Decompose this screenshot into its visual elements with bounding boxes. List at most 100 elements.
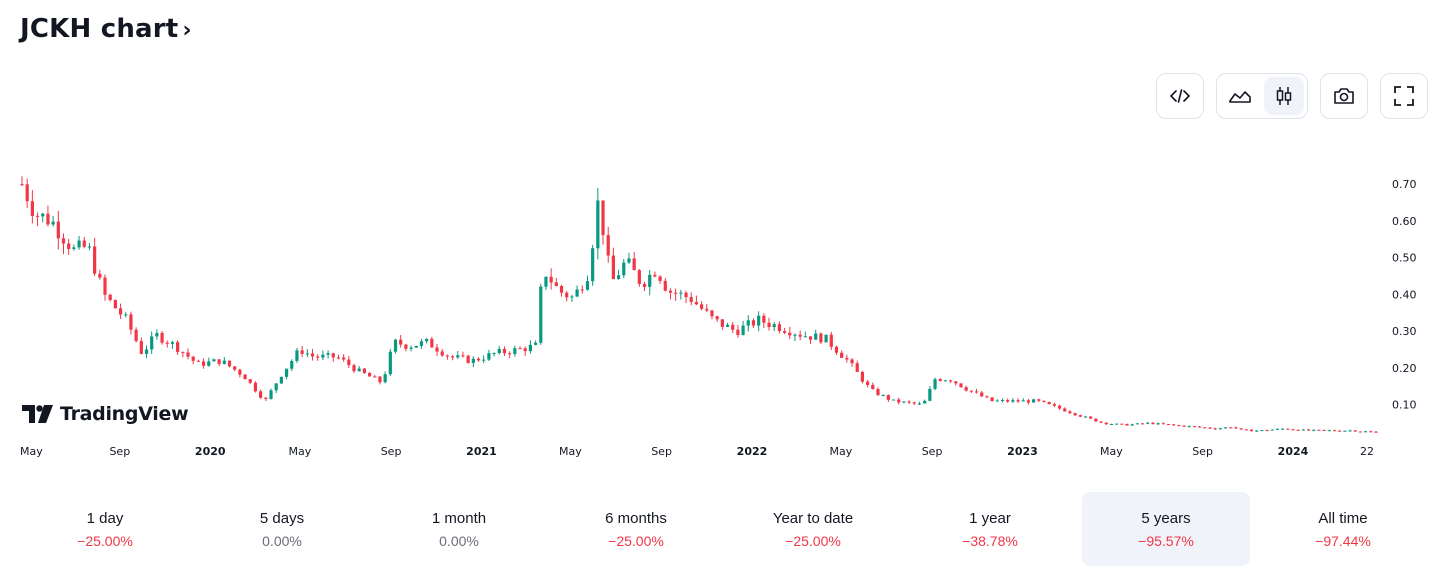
candle (1327, 429, 1331, 432)
candle (82, 237, 86, 249)
candle (1369, 430, 1373, 433)
period-5-days[interactable]: 5 days 0.00% (197, 492, 367, 566)
candle (300, 345, 304, 358)
candle (523, 346, 527, 356)
candle (170, 340, 175, 349)
candlestick-icon (1276, 87, 1292, 105)
candle (1182, 425, 1186, 428)
fullscreen-icon (1381, 74, 1427, 118)
period-all-time[interactable]: All time −97.44% (1257, 492, 1429, 566)
candle (1120, 423, 1124, 425)
candle (689, 292, 693, 306)
candle (518, 346, 522, 350)
candle (1275, 428, 1280, 430)
price-axis: 0.70 0.60 0.50 0.40 0.30 0.20 0.10 (1392, 178, 1417, 412)
candle (321, 350, 325, 361)
candle (409, 345, 413, 352)
candle (1312, 429, 1316, 432)
candle (663, 278, 667, 292)
candle (61, 233, 66, 255)
candle (575, 285, 579, 298)
candle (674, 288, 678, 301)
candle (331, 352, 335, 362)
candle (440, 348, 444, 357)
candle (1223, 427, 1228, 429)
candle (923, 399, 927, 404)
tradingview-logo[interactable]: TradingView (22, 403, 189, 425)
candle (1130, 423, 1134, 426)
candle (191, 356, 195, 365)
candle (113, 299, 117, 309)
candle (414, 345, 418, 348)
candle (1011, 398, 1015, 404)
candle (1187, 425, 1191, 428)
candle (1021, 398, 1025, 402)
period-change: 0.00% (262, 533, 302, 549)
candle (212, 358, 216, 362)
y-tick-label: 0.40 (1392, 288, 1417, 301)
candle (357, 366, 361, 372)
price-chart[interactable]: 0.700.600.500.400.300.200.10 May Sep 2020 M… (0, 130, 1442, 470)
candle (876, 387, 880, 396)
candle (1192, 426, 1197, 428)
candle (788, 326, 792, 340)
candle (1332, 429, 1337, 432)
candle (668, 288, 673, 300)
embed-button[interactable] (1156, 73, 1204, 119)
period-label: 6 months (605, 510, 667, 527)
candle (642, 281, 647, 292)
period-1-day[interactable]: 1 day −25.00% (20, 492, 190, 566)
candle (1296, 429, 1300, 431)
candle (616, 269, 621, 280)
candle (933, 377, 937, 391)
candle (585, 275, 590, 291)
candle (144, 345, 149, 359)
candle (1140, 422, 1145, 425)
candle (196, 359, 200, 362)
period-change: −25.00% (77, 533, 133, 549)
candle (834, 345, 839, 356)
chart-title-link[interactable]: JCKH chart › (20, 14, 192, 44)
candle (710, 309, 714, 320)
candle (217, 359, 221, 367)
candle (1317, 429, 1321, 431)
candle (269, 388, 273, 400)
candle (253, 381, 258, 393)
period-label: 5 days (259, 510, 305, 527)
candle (1089, 416, 1093, 419)
candle (326, 350, 330, 359)
x-tick-label: 2024 (1278, 445, 1309, 458)
period-5-years[interactable]: 5 years −95.57% (1082, 492, 1250, 566)
candle (201, 358, 206, 369)
period-label: 1 month (431, 510, 487, 527)
period-1-month[interactable]: 1 month 0.00% (374, 492, 544, 566)
candle (829, 331, 833, 351)
candle (316, 354, 320, 361)
fullscreen-button[interactable] (1380, 73, 1428, 119)
period-6-months[interactable]: 6 months −25.00% (551, 492, 721, 566)
candle (471, 356, 475, 368)
x-tick-label: Sep (922, 445, 943, 458)
candle (1218, 427, 1222, 430)
candle (492, 352, 496, 357)
candle (1094, 418, 1098, 422)
candle (596, 188, 600, 260)
candle (25, 178, 29, 208)
candles-chart-button[interactable] (1264, 77, 1304, 115)
candle (860, 370, 865, 384)
candle (1156, 422, 1160, 426)
period-selector: 1 day −25.00% 5 days 0.00% 1 month 0.00%… (0, 492, 1442, 568)
period-1-year[interactable]: 1 year −38.78% (905, 492, 1075, 566)
candle (694, 295, 699, 306)
screenshot-button[interactable] (1320, 73, 1368, 119)
candle (124, 312, 128, 318)
candle (1234, 426, 1238, 429)
candle (1016, 398, 1020, 404)
line-chart-button[interactable] (1217, 74, 1263, 118)
period-year-to-date[interactable]: Year to date −25.00% (728, 492, 898, 566)
candle (30, 190, 34, 224)
candle (186, 348, 190, 360)
candle (419, 338, 424, 349)
candle (1026, 398, 1031, 405)
candle (622, 259, 626, 279)
